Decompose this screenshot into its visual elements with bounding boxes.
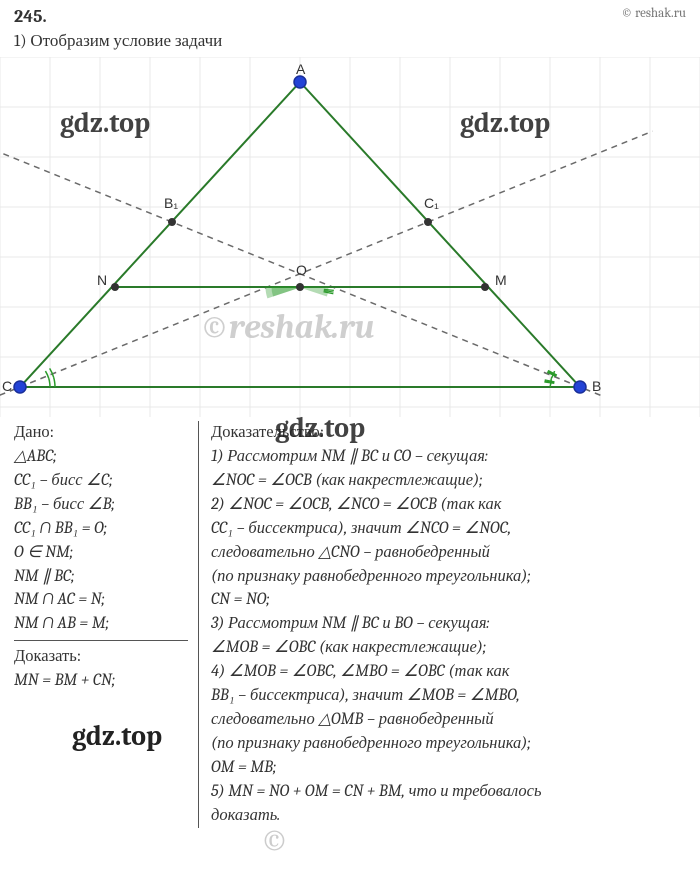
svg-text:B₁: B₁ (164, 195, 178, 211)
proof-line: ∠MOB = ∠OBC (как накрестлежащие); (211, 636, 686, 660)
svg-text:M: M (495, 272, 507, 288)
diagram-svg: A B C O N M B₁ C₁ (0, 57, 700, 417)
proof-line: CN = NO; (211, 588, 686, 612)
svg-text:N: N (97, 272, 107, 288)
proof-line: 1) Рассмотрим NM ∥ BC и CO − секущая: (211, 445, 686, 469)
problem-number: 245. (14, 6, 47, 27)
svg-text:O: O (296, 262, 307, 278)
proof-table: Дано: △ABC;CC₁ − бисс ∠C;BB₁ − бисс ∠B;C… (0, 417, 700, 828)
given-line: NM ∩ AC = N; (14, 588, 188, 612)
proof-line: OM = MB; (211, 756, 686, 780)
proof-line: (по признаку равнобедренного треугольник… (211, 732, 686, 756)
proof-line: следовательно △CNO − равнобедренный (211, 541, 686, 565)
svg-text:A: A (296, 61, 306, 77)
proof-line: CC₁ − биссектриса), значит ∠NCO = ∠NOC, (211, 517, 686, 541)
proof-title: Доказательство: (211, 421, 686, 445)
proof-line: 3) Рассмотрим NM ∥ BC и BO − секущая: (211, 612, 686, 636)
watermark-c: © (260, 820, 289, 860)
watermark-gdz-4: gdz.top (72, 720, 162, 752)
source-label: © reshak.ru (621, 6, 686, 27)
given-column: Дано: △ABC;CC₁ − бисс ∠C;BB₁ − бисс ∠B;C… (14, 421, 199, 828)
step-1-text: 1) Отобразим условие задачи (0, 29, 700, 57)
given-line: BB₁ − бисс ∠B; (14, 493, 188, 517)
svg-text:C₁: C₁ (424, 195, 439, 211)
svg-text:C: C (2, 378, 12, 394)
given-line: O ∈ NM; (14, 541, 188, 565)
header: 245. © reshak.ru (0, 0, 700, 29)
given-line: CC₁ ∩ BB₁ = O; (14, 517, 188, 541)
proof-column: Доказательство: 1) Рассмотрим NM ∥ BC и … (199, 421, 686, 828)
given-line: NM ∩ AB = M; (14, 612, 188, 636)
prove-title: Доказать: (14, 645, 188, 669)
proof-line: (по признаку равнобедренного треугольник… (211, 565, 686, 589)
proof-line: 4) ∠MOB = ∠OBC, ∠MBO = ∠OBC (так как (211, 660, 686, 684)
diagram: ABCONMB₁C₁ gdz.top gdz.top ©reshak.ru (0, 57, 700, 417)
proof-line: ∠NOC = ∠OCB (как накрестлежащие); (211, 469, 686, 493)
divider (14, 640, 188, 641)
proof-line: следовательно △OMB − равнобедренный (211, 708, 686, 732)
given-title: Дано: (14, 421, 188, 445)
given-line: NM ∥ BC; (14, 565, 188, 589)
given-line: △ABC; (14, 445, 188, 469)
given-line: CC₁ − бисс ∠C; (14, 469, 188, 493)
proof-line: BB₁ − биссектриса), значит ∠MOB = ∠MBO, (211, 684, 686, 708)
proof-line: 5) MN = NO + OM = CN + BM, что и требова… (211, 780, 686, 804)
proof-line: 2) ∠NOC = ∠OCB, ∠NCO = ∠OCB (так как (211, 493, 686, 517)
prove-line: MN = BM + CN; (14, 669, 188, 693)
svg-text:B: B (592, 378, 601, 394)
